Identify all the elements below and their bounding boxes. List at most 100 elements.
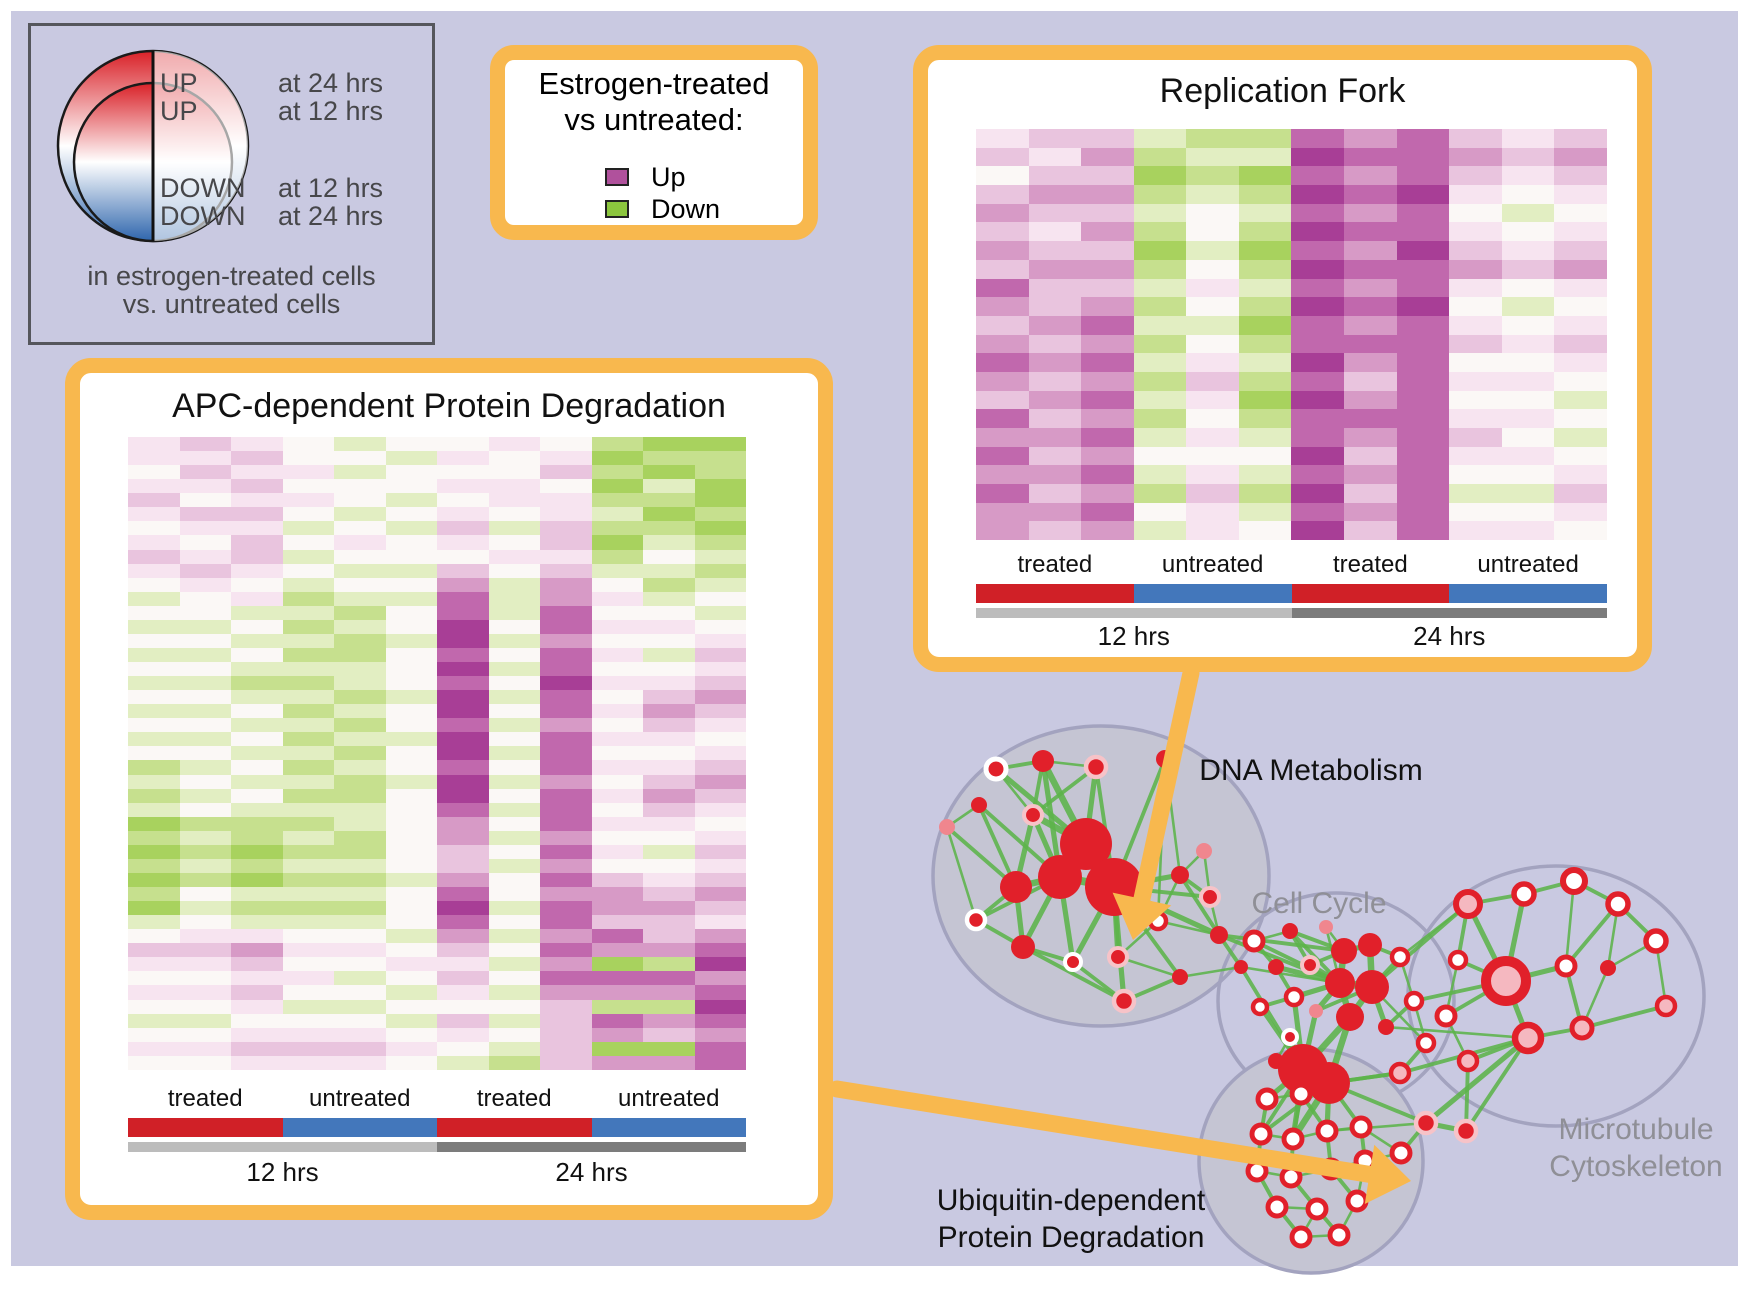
up-label: Up (651, 161, 686, 192)
heatmap-cell (1554, 129, 1607, 148)
network-edge (1057, 874, 1076, 965)
heatmap-cell (1344, 521, 1397, 541)
gene-node (971, 797, 987, 813)
heatmap-cell (1186, 465, 1239, 485)
network-edge (1503, 891, 1527, 984)
heatmap-cell (128, 844, 180, 859)
link-arrow-head (1364, 1144, 1411, 1204)
heatmap-cell (231, 746, 283, 761)
heatmap-cell (385, 662, 437, 677)
heatmap-cell (179, 999, 231, 1014)
heatmap-cell (1554, 334, 1607, 354)
heatmap-cell (282, 929, 334, 944)
heatmap-cell (128, 718, 180, 733)
heatmap-cell (1238, 353, 1292, 372)
heatmap-cell (591, 605, 643, 620)
heatmap-cell (128, 830, 180, 845)
gene-node (1308, 1062, 1350, 1104)
heatmap-cell (1028, 446, 1082, 466)
heatmap-cell (540, 858, 592, 873)
heatmap-cell (385, 732, 437, 747)
heatmap-cell (1344, 409, 1397, 428)
heatmap-cell (179, 521, 231, 536)
heatmap-cell (179, 915, 231, 930)
network-edge (1273, 964, 1343, 986)
gene-node (1331, 938, 1357, 964)
heatmap-cell (694, 605, 746, 620)
heatmap-cell (1291, 371, 1345, 391)
network-edge (974, 885, 1018, 922)
heatmap-cell (643, 1013, 695, 1028)
network-edge (1031, 765, 1098, 817)
heatmap-cell (179, 619, 231, 634)
heatmap-cell (694, 718, 746, 733)
heatmap-cell (1554, 409, 1607, 428)
heatmap-cell (1133, 390, 1187, 410)
heatmap-row (128, 633, 746, 648)
heatmap-cell (128, 816, 180, 831)
heatmap-cell (179, 605, 231, 620)
heatmap-cell (282, 802, 334, 817)
heatmap-cell (540, 690, 592, 705)
network-edge (945, 825, 1018, 889)
heatmap-cell (231, 844, 283, 859)
heatmap-cell (1133, 409, 1187, 428)
apc-time-labels: 12 hrs 24 hrs (128, 1157, 746, 1188)
network-edge (1336, 979, 1376, 991)
ring-row-dir: DOWN (160, 173, 246, 203)
heatmap-cell (1449, 353, 1502, 372)
heatmap-cell (282, 901, 334, 916)
heatmap-row (976, 353, 1607, 372)
heatmap-cell (643, 872, 695, 887)
network-edge (1259, 1097, 1269, 1136)
network-edge (1116, 955, 1182, 979)
heatmap-cell (334, 535, 386, 550)
network-edge (1464, 1036, 1530, 1133)
heatmap-cell (1081, 521, 1134, 541)
heatmap-cell (643, 957, 695, 972)
heatmap-cell (1554, 371, 1607, 391)
heatmap-cell (1186, 390, 1239, 410)
heatmap-cell (179, 830, 231, 845)
network-edge (1522, 879, 1576, 896)
rf-time-bar (976, 608, 1607, 618)
heatmap-cell (1028, 353, 1082, 372)
heatmap-cell (1238, 222, 1292, 242)
heatmap-cell (179, 1041, 231, 1056)
gene-node (939, 819, 955, 835)
heatmap-cell (1291, 147, 1345, 167)
network-edge (1444, 958, 1460, 1018)
heatmap-row (128, 887, 746, 902)
heatmap-cell (282, 1013, 334, 1028)
heatmap-cell (591, 1055, 643, 1070)
heatmap-cell (385, 858, 437, 873)
heatmap-cell (128, 479, 180, 494)
heatmap-cell (643, 774, 695, 789)
heatmap-cell (1344, 334, 1397, 354)
heatmap-cell (282, 718, 334, 733)
heatmap-cell (231, 858, 283, 873)
heatmap-cell (1028, 147, 1082, 167)
heatmap-cell (1554, 353, 1607, 372)
heatmap-cell (334, 605, 386, 620)
gene-node (1388, 1061, 1412, 1085)
network-edge (1412, 979, 1508, 1003)
network-edge (1299, 1067, 1305, 1096)
heatmap-cell (179, 844, 231, 859)
heatmap-cell (1396, 166, 1450, 186)
network-edge (1564, 902, 1620, 968)
heatmap-cell (1133, 297, 1187, 316)
heatmap-cell (1344, 241, 1397, 260)
heatmap-cell (591, 676, 643, 691)
network-edge (1423, 1120, 1469, 1134)
heatmap-cell (179, 633, 231, 648)
network-edge (1021, 945, 1075, 964)
network-edge (1291, 1092, 1303, 1141)
heatmap-cell (1396, 278, 1450, 298)
heatmap-cell (437, 704, 489, 719)
apc-time-bar (128, 1142, 746, 1152)
heatmap-cell (231, 985, 283, 1000)
heatmap-row (976, 315, 1607, 335)
network-edge (1398, 1041, 1428, 1075)
network-edge (1094, 765, 1116, 889)
